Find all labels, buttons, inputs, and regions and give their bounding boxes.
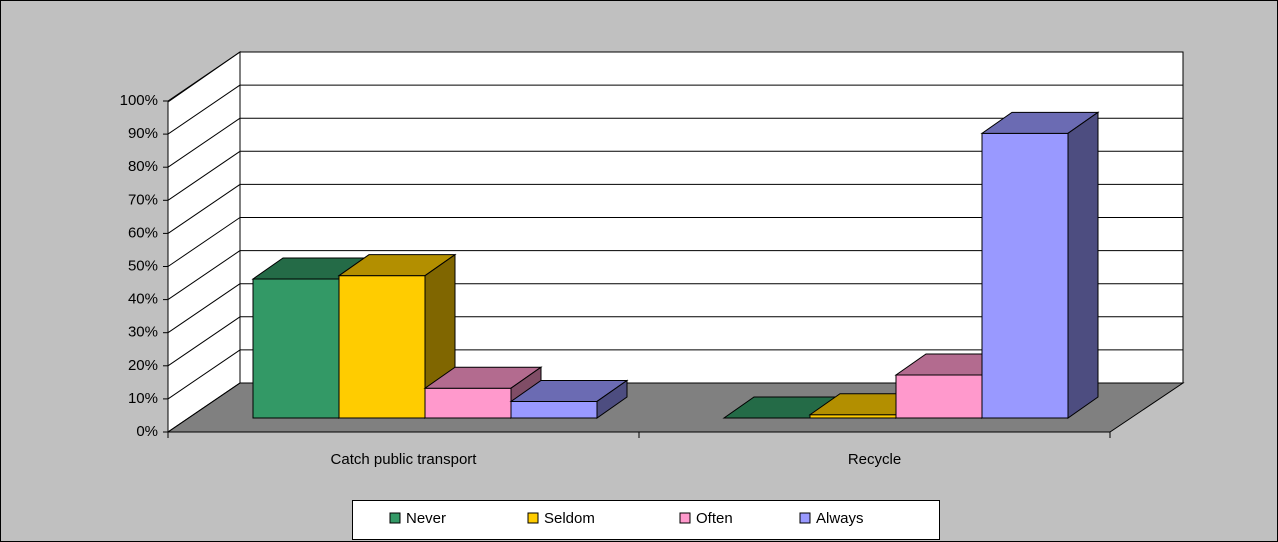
bar-front bbox=[424, 387, 512, 419]
grid-line bbox=[167, 183, 241, 234]
legend-swatch bbox=[389, 512, 401, 524]
legend-swatch bbox=[679, 512, 691, 524]
y-tick-label: 30% bbox=[128, 324, 158, 341]
bar-front bbox=[895, 374, 983, 419]
y-tick-label: 80% bbox=[128, 158, 158, 175]
bar-front bbox=[510, 400, 598, 419]
legend-swatch bbox=[527, 512, 539, 524]
bar-side bbox=[1067, 111, 1099, 419]
legend-label: Seldom bbox=[544, 510, 595, 527]
y-tick-label: 40% bbox=[128, 291, 158, 308]
grid-line bbox=[167, 84, 241, 135]
grid-line bbox=[167, 349, 241, 400]
bar-side bbox=[596, 379, 628, 419]
grid-line bbox=[167, 250, 241, 301]
grid-line bbox=[167, 150, 241, 201]
grid-line bbox=[167, 382, 241, 433]
legend-label: Always bbox=[816, 510, 864, 527]
legend-swatch bbox=[799, 512, 811, 524]
grid-line bbox=[167, 51, 241, 102]
legend bbox=[352, 500, 940, 540]
y-tick-label: 10% bbox=[128, 390, 158, 407]
x-tick-label: Recycle bbox=[848, 451, 901, 468]
grid-line bbox=[167, 117, 241, 168]
x-tick-label: Catch public transport bbox=[331, 451, 478, 468]
grid-line bbox=[167, 217, 241, 267]
legend-label: Often bbox=[696, 510, 733, 527]
bar-front bbox=[981, 132, 1069, 419]
y-tick-label: 50% bbox=[128, 257, 158, 274]
bars bbox=[251, 111, 1100, 419]
legend-label: Never bbox=[406, 510, 446, 527]
y-tick-label: 60% bbox=[128, 224, 158, 241]
y-tick-label: 70% bbox=[128, 191, 158, 208]
y-tick-label: 100% bbox=[120, 92, 158, 109]
bar-front bbox=[338, 275, 426, 419]
grid-line bbox=[167, 316, 241, 367]
y-tick-label: 90% bbox=[128, 125, 158, 142]
grid-line bbox=[167, 283, 241, 334]
y-tick-label: 0% bbox=[136, 423, 158, 440]
bar-front bbox=[252, 278, 340, 419]
y-tick-label: 20% bbox=[128, 357, 158, 374]
